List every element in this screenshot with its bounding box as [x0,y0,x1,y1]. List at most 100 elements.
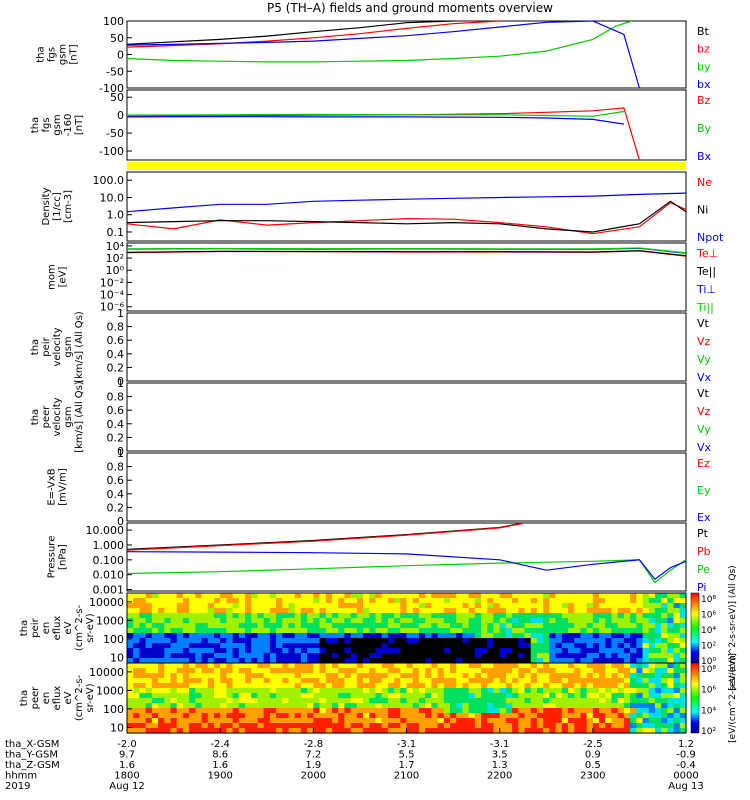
x-row-label: hhmm [5,771,37,782]
y-axis-label: (cm^2-s- [74,604,85,651]
y-tick-label: 100 [103,703,124,716]
y-axis-label: gsm [58,44,69,65]
legend-entry: Vy [697,353,711,366]
y-axis-label: tha [36,46,47,62]
legend-entry: Vz [697,335,711,348]
y-tick-label: 0 [117,109,124,122]
series-line-Bt [126,20,454,45]
y-tick-label: 100 [103,633,124,646]
x-row-label: 2019 [5,781,30,792]
y-axis-label: -160 [63,114,74,137]
x-row-label: tha_Y-GSM [5,750,58,761]
y-tick-label: 0.2 [107,501,125,514]
series-line-by [126,20,632,63]
legend-entry: Pt [697,527,709,540]
y-tick-label: 50 [110,91,124,104]
colorbar-tick-label: 10⁸ [701,665,716,675]
y-axis-label: tha [30,339,41,355]
colorbar-tick-label: 10⁴ [701,626,716,636]
x-tick-label: 1800 [114,771,139,782]
y-tick-label: 0 [117,375,124,388]
x-tick-label: -3.1 [490,739,510,750]
y-axis-label: [nT] [74,115,85,135]
x-tick-label: 1.3 [492,760,508,771]
y-tick-label: 0.100 [93,554,125,567]
legend-entry: Bz [697,94,711,107]
y-axis-label: [km/s] (All Qs) [74,381,85,453]
series-line-Npot [126,192,687,213]
series-line-bz [126,20,500,48]
x-tick-label: 2100 [394,771,419,782]
y-tick-label: 10.0 [100,191,125,204]
y-axis-label: [mV/m] [58,468,69,506]
x-tick-label: 1.9 [305,760,321,771]
x-tick-label: -0.4 [676,760,696,771]
series-line-Ni [126,200,687,233]
legend-entry: Ni [697,204,708,217]
series-line-Bx [126,115,624,125]
colorbar-tick-label: 10⁴ [701,706,716,716]
x-tick-label: 5.5 [399,750,415,761]
legend-entry: Ti|| [696,301,714,314]
y-axis-label: gsm [52,114,63,135]
legend-entry: Bt [697,25,710,38]
y-axis-label: peer [30,686,41,710]
colorbar-title: [eV/(cm^2-s-sr-eV)] [728,653,738,743]
legend-entry: Vx [697,441,712,454]
y-tick-label: -100 [99,82,124,95]
series-line-Bz [126,107,640,161]
panel-frame [126,382,687,452]
x-tick-label: -0.9 [676,750,696,761]
x-tick-label: -2.0 [117,739,137,750]
colorbar-tick-label: 10⁶ [701,611,716,621]
series-line-Ne [126,202,687,235]
legend-entry: Te|| [696,265,716,278]
panel-8: 10.000 1.000 0.100 0.010 0.001 Pressure [nPa] P… [47,522,711,597]
colorbar [690,662,700,734]
y-axis-label: peir [41,336,52,356]
legend-entry: by [697,60,711,73]
x-tick-label: 0.5 [585,760,601,771]
legend-entry: Ex [697,511,711,524]
y-axis-label: fgs [47,47,58,62]
y-axis-label: gsm [63,336,74,357]
y-tick-label: 50 [110,32,124,45]
y-tick-label: 0.6 [107,474,125,487]
y-tick-label: 10000 [89,666,124,679]
y-tick-label: 1000 [96,614,124,627]
x-tick-label: 9.7 [119,750,135,761]
y-tick-label: -50 [106,127,124,140]
legend-entry: bx [697,78,711,91]
y-tick-label: 10⁰ [106,264,125,277]
y-tick-label: 0.6 [107,334,125,347]
y-axis-label: E=-VxB [47,468,58,505]
legend-entry: Vx [697,371,712,384]
panel-1: 100 50 0 -50 -100 tha fgs gsm [nT] Bt bz by bx [36,15,711,95]
legend-entry: bz [697,43,710,56]
y-axis-label: tha [19,620,30,636]
legend-entry: Ey [697,484,711,497]
panel-frame [126,522,687,592]
colorbar [690,592,700,664]
series-line-Pi [126,551,687,581]
x-tick-label: 2200 [487,771,512,782]
y-tick-label: 0.4 [107,488,125,501]
y-axis-label: eflux [52,686,63,711]
y-tick-label: 0.2 [107,361,125,374]
y-tick-label: 10⁻⁶ [100,301,125,314]
y-axis-label: en [41,622,52,635]
y-tick-label: 0.6 [107,404,125,417]
flag-bar [127,162,686,170]
y-axis-label: gsm [63,406,74,427]
y-tick-label: 100.0 [93,174,125,187]
x-tick-label: 0.9 [585,750,601,761]
y-tick-label: 1 [117,447,124,460]
x-tick-label: 2300 [580,771,605,782]
y-axis-label: peer [41,405,52,429]
x-tick-label: -2.4 [210,739,230,750]
y-axis-label: [km/s] (All Qs) [74,311,85,383]
x-row-label: tha_X-GSM [5,739,59,750]
y-tick-label: 0.1 [107,226,125,239]
y-axis-label: eV [63,691,74,704]
